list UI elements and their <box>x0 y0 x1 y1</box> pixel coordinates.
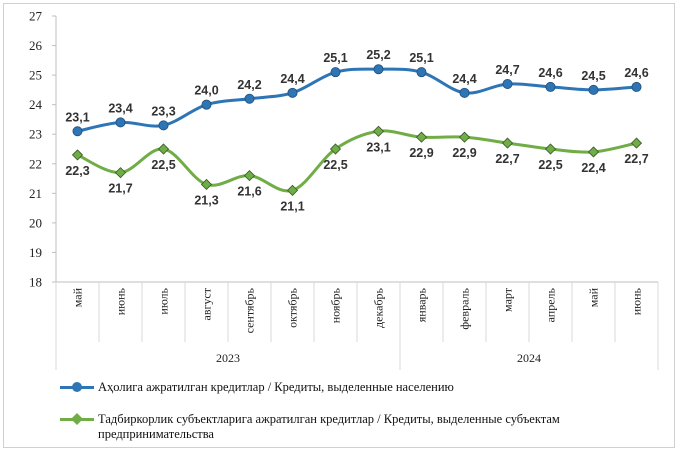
data-point-households <box>588 84 599 95</box>
x-tick-label: декабрь <box>372 287 386 328</box>
data-point-businesses <box>372 125 385 137</box>
data-label-households: 23,4 <box>108 101 132 115</box>
data-point-households <box>502 78 513 89</box>
data-point-households <box>72 126 83 137</box>
data-point-businesses <box>157 143 170 155</box>
data-point-businesses <box>587 146 600 158</box>
data-point-businesses <box>243 170 256 182</box>
data-label-households: 25,1 <box>409 51 433 65</box>
y-tick-label: 24 <box>29 97 43 112</box>
x-tick-label: январь <box>415 287 429 322</box>
y-tick-label: 19 <box>29 245 42 260</box>
data-point-households <box>459 87 470 98</box>
data-label-households: 25,2 <box>366 48 390 62</box>
data-label-businesses: 22,4 <box>581 161 605 175</box>
data-point-businesses <box>415 131 428 143</box>
x-tick-label: ноябрь <box>329 287 343 323</box>
data-label-households: 24,6 <box>624 66 648 80</box>
data-point-households <box>416 67 427 78</box>
data-label-businesses: 22,7 <box>495 152 519 166</box>
x-tick-label: июнь <box>630 287 644 315</box>
data-label-businesses: 22,3 <box>65 164 89 178</box>
legend-swatch-households <box>60 380 94 394</box>
data-label-businesses: 22,9 <box>452 146 476 160</box>
data-label-households: 24,4 <box>452 72 476 86</box>
data-labels: 23,1 23,4 23,3 24,0 24,2 24,4 25,1 25,2 25,1 24,4… <box>65 48 648 213</box>
legend-swatch-businesses <box>60 412 94 426</box>
data-label-households: 23,1 <box>65 110 89 124</box>
data-point-businesses <box>329 143 342 155</box>
data-label-businesses: 21,6 <box>237 185 261 199</box>
axes: 18 19 20 21 22 23 24 25 26 27 май июнь июль август сен… <box>29 9 659 370</box>
x-tick-label: август <box>200 287 214 320</box>
data-point-businesses <box>71 149 84 161</box>
x-tick-label: март <box>501 287 515 312</box>
data-point-businesses <box>286 184 299 196</box>
data-point-households <box>287 87 298 98</box>
data-point-businesses <box>630 137 643 149</box>
data-point-households <box>158 120 169 131</box>
y-tick-label: 18 <box>29 275 42 290</box>
y-tick-label: 22 <box>29 156 42 171</box>
x-tick-label: октябрь <box>286 287 300 327</box>
data-point-businesses <box>544 143 557 155</box>
legend-label-households: Аҳолига ажратилган кредитлар / Кредиты, … <box>98 380 454 394</box>
legend-entry-businesses: Тадбиркорлик субъектларига ажратилган кр… <box>60 412 620 442</box>
data-label-households: 24,6 <box>538 66 562 80</box>
data-point-households <box>545 81 556 92</box>
data-label-businesses: 22,5 <box>323 158 347 172</box>
data-point-households <box>115 117 126 128</box>
y-tick-label: 25 <box>29 68 42 83</box>
data-point-households <box>631 81 642 92</box>
legend-label-businesses: Тадбиркорлик субъектларига ажратилган кр… <box>98 412 560 441</box>
y-tick-label: 20 <box>29 215 42 230</box>
data-label-businesses: 21,1 <box>280 199 304 213</box>
data-point-households <box>373 64 384 75</box>
data-point-businesses <box>200 178 213 191</box>
data-point-households <box>244 93 255 104</box>
data-point-households <box>330 67 341 78</box>
data-label-businesses: 21,3 <box>194 193 218 207</box>
year-label: 2023 <box>216 351 240 365</box>
data-label-households: 24,0 <box>194 84 218 98</box>
y-tick-label: 21 <box>29 186 42 201</box>
data-label-households: 24,4 <box>280 72 304 86</box>
y-tick-label: 23 <box>29 127 42 142</box>
y-tick-label: 27 <box>29 9 43 24</box>
data-point-businesses <box>458 131 471 143</box>
data-label-households: 25,1 <box>323 51 347 65</box>
x-tick-label: сентябрь <box>243 287 257 333</box>
x-tick-label: апрель <box>544 287 558 322</box>
year-label: 2024 <box>517 351 541 365</box>
x-tick-label: июль <box>157 287 171 314</box>
data-label-businesses: 22,9 <box>409 146 433 160</box>
data-point-households <box>201 99 212 110</box>
x-tick-label: июнь <box>114 287 128 315</box>
data-label-households: 24,2 <box>237 78 261 92</box>
data-label-businesses: 22,7 <box>624 152 648 166</box>
series-layer <box>71 64 643 196</box>
data-label-households: 23,3 <box>151 104 175 118</box>
y-tick-label: 26 <box>29 38 43 53</box>
data-point-businesses <box>501 137 514 149</box>
data-point-businesses <box>114 167 127 179</box>
x-tick-label: май <box>71 287 85 307</box>
data-label-businesses: 22,5 <box>151 158 175 172</box>
x-tick-label: май <box>587 287 601 307</box>
data-label-businesses: 21,7 <box>108 182 132 196</box>
data-label-businesses: 23,1 <box>366 140 390 154</box>
legend-entry-households: Аҳолига ажратилган кредитлар / Кредиты, … <box>60 380 620 395</box>
data-label-businesses: 22,5 <box>538 158 562 172</box>
data-label-households: 24,5 <box>581 69 605 83</box>
chart-frame <box>3 3 675 448</box>
data-label-households: 24,7 <box>495 63 519 77</box>
x-tick-label: февраль <box>458 287 472 329</box>
